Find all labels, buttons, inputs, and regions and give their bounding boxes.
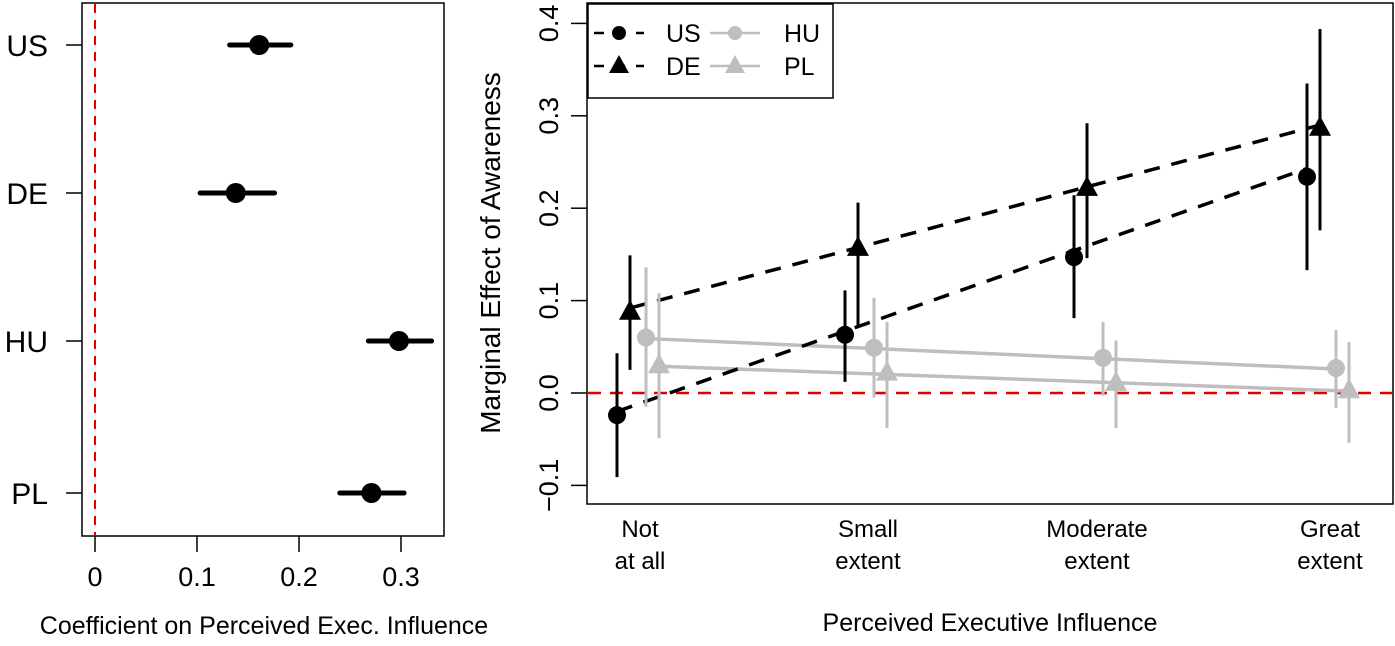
y-tick-label: 0.1 xyxy=(534,282,564,320)
point-pl xyxy=(876,360,898,381)
left-plot-frame xyxy=(81,2,445,537)
left-y-axis: US DE HU PL xyxy=(5,30,82,511)
y-tick-label: 0.4 xyxy=(534,5,564,43)
legend-label-pl: PL xyxy=(784,53,815,81)
fit-line-de xyxy=(629,123,1321,310)
y-tick-label-pl: PL xyxy=(11,478,48,511)
legend-marker-de xyxy=(609,55,629,73)
marginal-effects-panel: −0.1 0.0 0.1 0.2 0.3 0.4 Not at all Small extent… xyxy=(475,2,1394,637)
right-x-axis: Not at all Small extent Moderate extent Great e… xyxy=(615,516,1363,575)
y-tick-label-de: DE xyxy=(6,178,48,211)
point-us xyxy=(1298,167,1316,186)
point-hu xyxy=(637,328,655,347)
y-tick-label: 0.2 xyxy=(534,189,564,227)
x-tick-label: Moderate xyxy=(1046,516,1147,543)
coefficient-panel: US DE HU PL 0 0.1 0.2 0.3 Coefficient on Perce… xyxy=(5,2,488,640)
right-x-axis-label: Perceived Executive Influence xyxy=(823,609,1158,637)
x-tick-label: 0.3 xyxy=(382,562,420,592)
estimate-point-de xyxy=(225,183,246,203)
point-de xyxy=(1076,175,1098,196)
left-x-axis: 0 0.1 0.2 0.3 xyxy=(87,536,420,592)
x-tick-label: extent xyxy=(1064,548,1130,575)
y-tick-label: 0.0 xyxy=(534,374,564,412)
right-y-axis-label: Marginal Effect of Awareness xyxy=(475,72,506,434)
point-us xyxy=(836,325,854,344)
fit-line-hu xyxy=(645,336,1337,371)
point-de xyxy=(1309,115,1331,136)
point-pl xyxy=(648,353,670,374)
y-tick-label: 0.3 xyxy=(534,97,564,135)
right-y-axis: −0.1 0.0 0.1 0.2 0.3 0.4 xyxy=(534,5,587,512)
point-hu xyxy=(1327,359,1345,378)
left-estimates xyxy=(197,35,435,503)
point-us xyxy=(608,406,626,425)
right-estimates xyxy=(608,28,1360,478)
legend-marker-pl xyxy=(725,55,745,73)
legend-marker-hu xyxy=(728,26,742,40)
legend-label-us: US xyxy=(666,20,701,48)
right-fit-lines xyxy=(616,123,1350,414)
x-tick-label: extent xyxy=(835,548,901,575)
y-tick-label-hu: HU xyxy=(5,326,48,359)
point-de xyxy=(619,299,641,320)
estimate-point-pl xyxy=(361,483,382,503)
point-hu xyxy=(865,338,883,357)
estimate-point-us xyxy=(249,35,270,55)
point-us xyxy=(1065,248,1083,267)
legend-box xyxy=(587,3,834,99)
left-x-axis-label: Coefficient on Perceived Exec. Influence xyxy=(40,612,488,640)
y-tick-label: −0.1 xyxy=(534,459,564,512)
x-tick-label: extent xyxy=(1297,548,1363,575)
y-tick-label-us: US xyxy=(6,30,48,63)
legend-label-hu: HU xyxy=(784,20,820,48)
legend: US HU DE PL xyxy=(587,3,834,99)
x-tick-label: 0 xyxy=(87,562,102,592)
x-tick-label: 0.2 xyxy=(280,562,318,592)
x-tick-label: Great xyxy=(1300,516,1360,543)
point-de xyxy=(847,235,869,256)
point-pl xyxy=(1338,378,1360,399)
legend-marker-us xyxy=(612,26,626,40)
estimate-point-hu xyxy=(388,331,409,351)
x-tick-label: 0.1 xyxy=(178,562,216,592)
right-plot-frame xyxy=(586,2,1394,505)
fit-line-us xyxy=(616,166,1308,414)
x-tick-label: at all xyxy=(615,548,666,575)
fit-line-pl xyxy=(658,364,1350,393)
point-hu xyxy=(1094,348,1112,367)
x-tick-label: Small xyxy=(838,516,898,543)
point-pl xyxy=(1105,370,1127,391)
legend-label-de: DE xyxy=(666,53,701,81)
x-tick-label: Not xyxy=(621,516,659,543)
